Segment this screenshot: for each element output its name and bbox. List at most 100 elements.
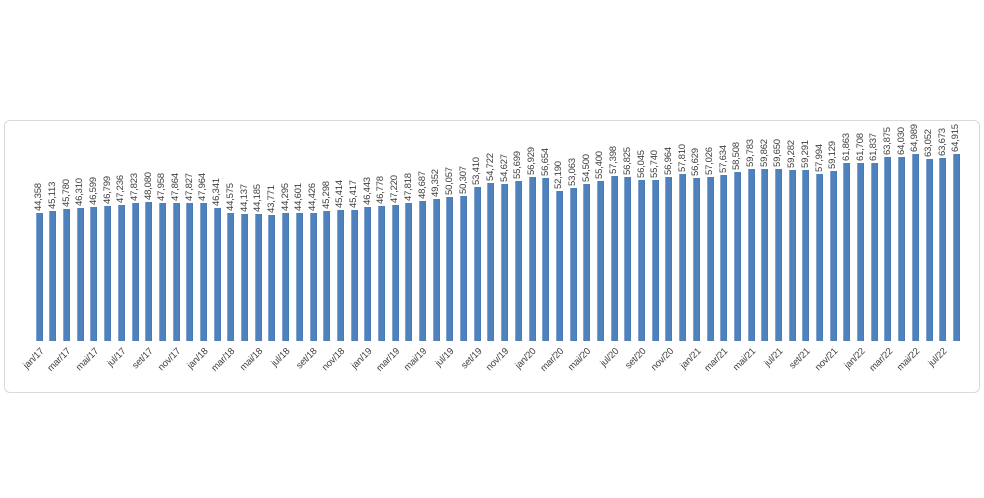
bar[interactable] [514,180,522,341]
data-label: 45,414 [334,180,346,209]
bar[interactable] [49,211,57,341]
data-label: 44,295 [279,183,291,212]
bar[interactable] [104,206,112,341]
data-label: 47,823 [129,173,141,202]
bar[interactable] [268,214,276,341]
bar[interactable] [925,159,933,341]
data-label: 59,282 [786,140,798,169]
data-label: 44,575 [224,182,236,211]
bar[interactable] [186,203,194,341]
bar[interactable] [638,179,646,341]
x-tick-label: jan/19 [349,346,375,372]
data-label: 48,687 [416,170,428,199]
bar[interactable] [952,154,960,341]
bar[interactable] [227,212,235,341]
bar[interactable] [295,212,303,341]
bar[interactable] [542,177,550,341]
bar[interactable] [432,198,440,341]
bar[interactable] [610,175,618,341]
data-label: 48,080 [142,172,154,201]
data-label: 52,190 [553,160,565,189]
x-tick-label: mar/17 [45,346,74,374]
data-label: 50,057 [443,166,455,195]
bar[interactable] [898,156,906,341]
plot-area: 44,358 45,113 45,780 46,310 46,599 46,799 47,2… [5,121,979,392]
bar[interactable] [706,176,714,341]
bar[interactable] [870,162,878,341]
bar[interactable] [213,207,221,341]
bar[interactable] [939,157,947,341]
data-label: 47,958 [156,172,168,201]
bar[interactable] [473,187,481,341]
bar[interactable] [802,170,810,341]
bar[interactable] [501,183,509,341]
bar[interactable] [665,176,673,341]
bar[interactable] [405,203,413,341]
bar[interactable] [377,206,385,341]
bar[interactable] [555,190,563,341]
data-label: 57,398 [608,145,620,174]
x-tick-label: mar/22 [866,346,895,374]
x-tick-label: jan/21 [677,346,704,372]
bar[interactable] [336,210,344,341]
bar-chart[interactable]: 44,358 45,113 45,780 46,310 46,599 46,799 47,2… [4,120,980,393]
bar[interactable] [172,203,180,341]
bar[interactable] [774,169,782,341]
bar[interactable] [692,177,700,341]
bar[interactable] [569,188,577,341]
bar[interactable] [364,207,372,341]
bar[interactable] [624,177,632,341]
bar[interactable] [131,203,139,341]
bar[interactable] [391,204,399,341]
bar[interactable] [816,173,824,341]
bar[interactable] [761,168,769,341]
data-label: 46,443 [361,177,373,206]
bar[interactable] [884,156,892,341]
bar[interactable] [843,162,851,341]
bar[interactable] [747,168,755,341]
x-tick-label: nov/21 [812,346,840,374]
bar[interactable] [309,213,317,341]
data-label: 64,030 [895,126,907,155]
data-label: 54,500 [580,154,592,182]
bar[interactable] [788,170,796,341]
bar[interactable] [857,163,865,341]
data-label: 61,863 [840,132,852,161]
x-tick-label: jan/20 [513,346,539,372]
data-label: 57,810 [676,144,688,173]
bar[interactable] [158,202,166,341]
bar[interactable] [199,202,207,341]
bar[interactable] [282,213,290,341]
bar[interactable] [460,196,468,341]
bar[interactable] [419,200,427,341]
bar[interactable] [829,170,837,341]
bar[interactable] [145,202,153,341]
data-label: 46,341 [211,177,223,206]
bar[interactable] [117,204,125,341]
bar[interactable] [350,210,358,341]
data-label: 59,291 [799,140,811,169]
bar[interactable] [90,206,98,341]
bar[interactable] [679,174,687,341]
bar[interactable] [720,174,728,341]
bar[interactable] [76,207,84,341]
data-label: 50,307 [457,166,469,195]
data-label: 57,634 [717,145,729,173]
bar[interactable] [487,183,495,341]
bar[interactable] [35,213,43,341]
x-tick-label: jul/20 [597,346,621,369]
x-tick-label: mar/19 [374,346,402,374]
data-label: 56,929 [526,147,538,175]
bar[interactable] [596,181,604,341]
bar[interactable] [63,209,71,341]
bar[interactable] [254,213,262,341]
bar[interactable] [651,180,659,341]
data-label: 57,026 [704,146,715,175]
bar[interactable] [911,153,919,341]
bar[interactable] [241,213,249,341]
bar[interactable] [323,210,331,341]
bar[interactable] [583,184,591,341]
bar[interactable] [446,196,454,341]
bar[interactable] [528,177,536,341]
bar[interactable] [733,172,741,341]
